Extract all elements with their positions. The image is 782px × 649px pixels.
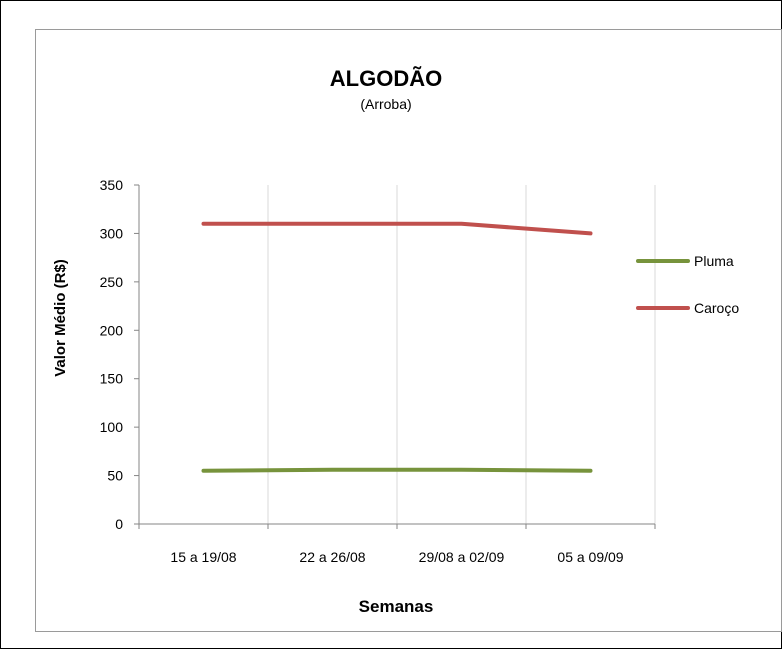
series-lines [201, 221, 593, 473]
x-tick-label: 22 a 26/08 [299, 549, 365, 565]
x-tick-label: 05 a 09/09 [557, 549, 623, 565]
x-tick-label: 15 a 19/08 [170, 549, 236, 565]
chart-area-border [35, 29, 782, 632]
grid-lines [267, 185, 656, 524]
axes [134, 184, 656, 529]
legend-label: Pluma [694, 253, 734, 269]
x-tick-labels: 15 a 19/08 22 a 26/08 29/08 a 02/09 05 a 09… [170, 549, 623, 565]
y-tick-label: 300 [100, 225, 124, 241]
legend[interactable]: Pluma Caroço [636, 253, 739, 316]
legend-item-pluma[interactable]: Pluma [636, 253, 734, 269]
y-tick-label: 200 [100, 322, 124, 338]
chart-title: ALGODÃO [330, 66, 442, 91]
y-axis-label: Valor Médio (R$) [52, 259, 69, 377]
legend-label: Caroço [694, 300, 739, 316]
y-tick-label: 100 [100, 419, 124, 435]
x-axis-label: Semanas [359, 597, 434, 616]
legend-item-caroço[interactable]: Caroço [636, 300, 739, 316]
y-tick-label: 250 [100, 274, 124, 290]
y-tick-labels: 0 50 100 150 200 250 300 350 [100, 177, 124, 532]
y-tick-label: 350 [100, 177, 124, 193]
series-line-caroço [201, 221, 593, 236]
y-tick-label: 50 [107, 468, 123, 484]
chart-subtitle: (Arroba) [360, 96, 411, 112]
y-tick-label: 0 [115, 516, 123, 532]
x-tick-label: 29/08 a 02/09 [419, 549, 505, 565]
series-line-pluma [201, 467, 593, 473]
y-tick-label: 150 [100, 371, 124, 387]
